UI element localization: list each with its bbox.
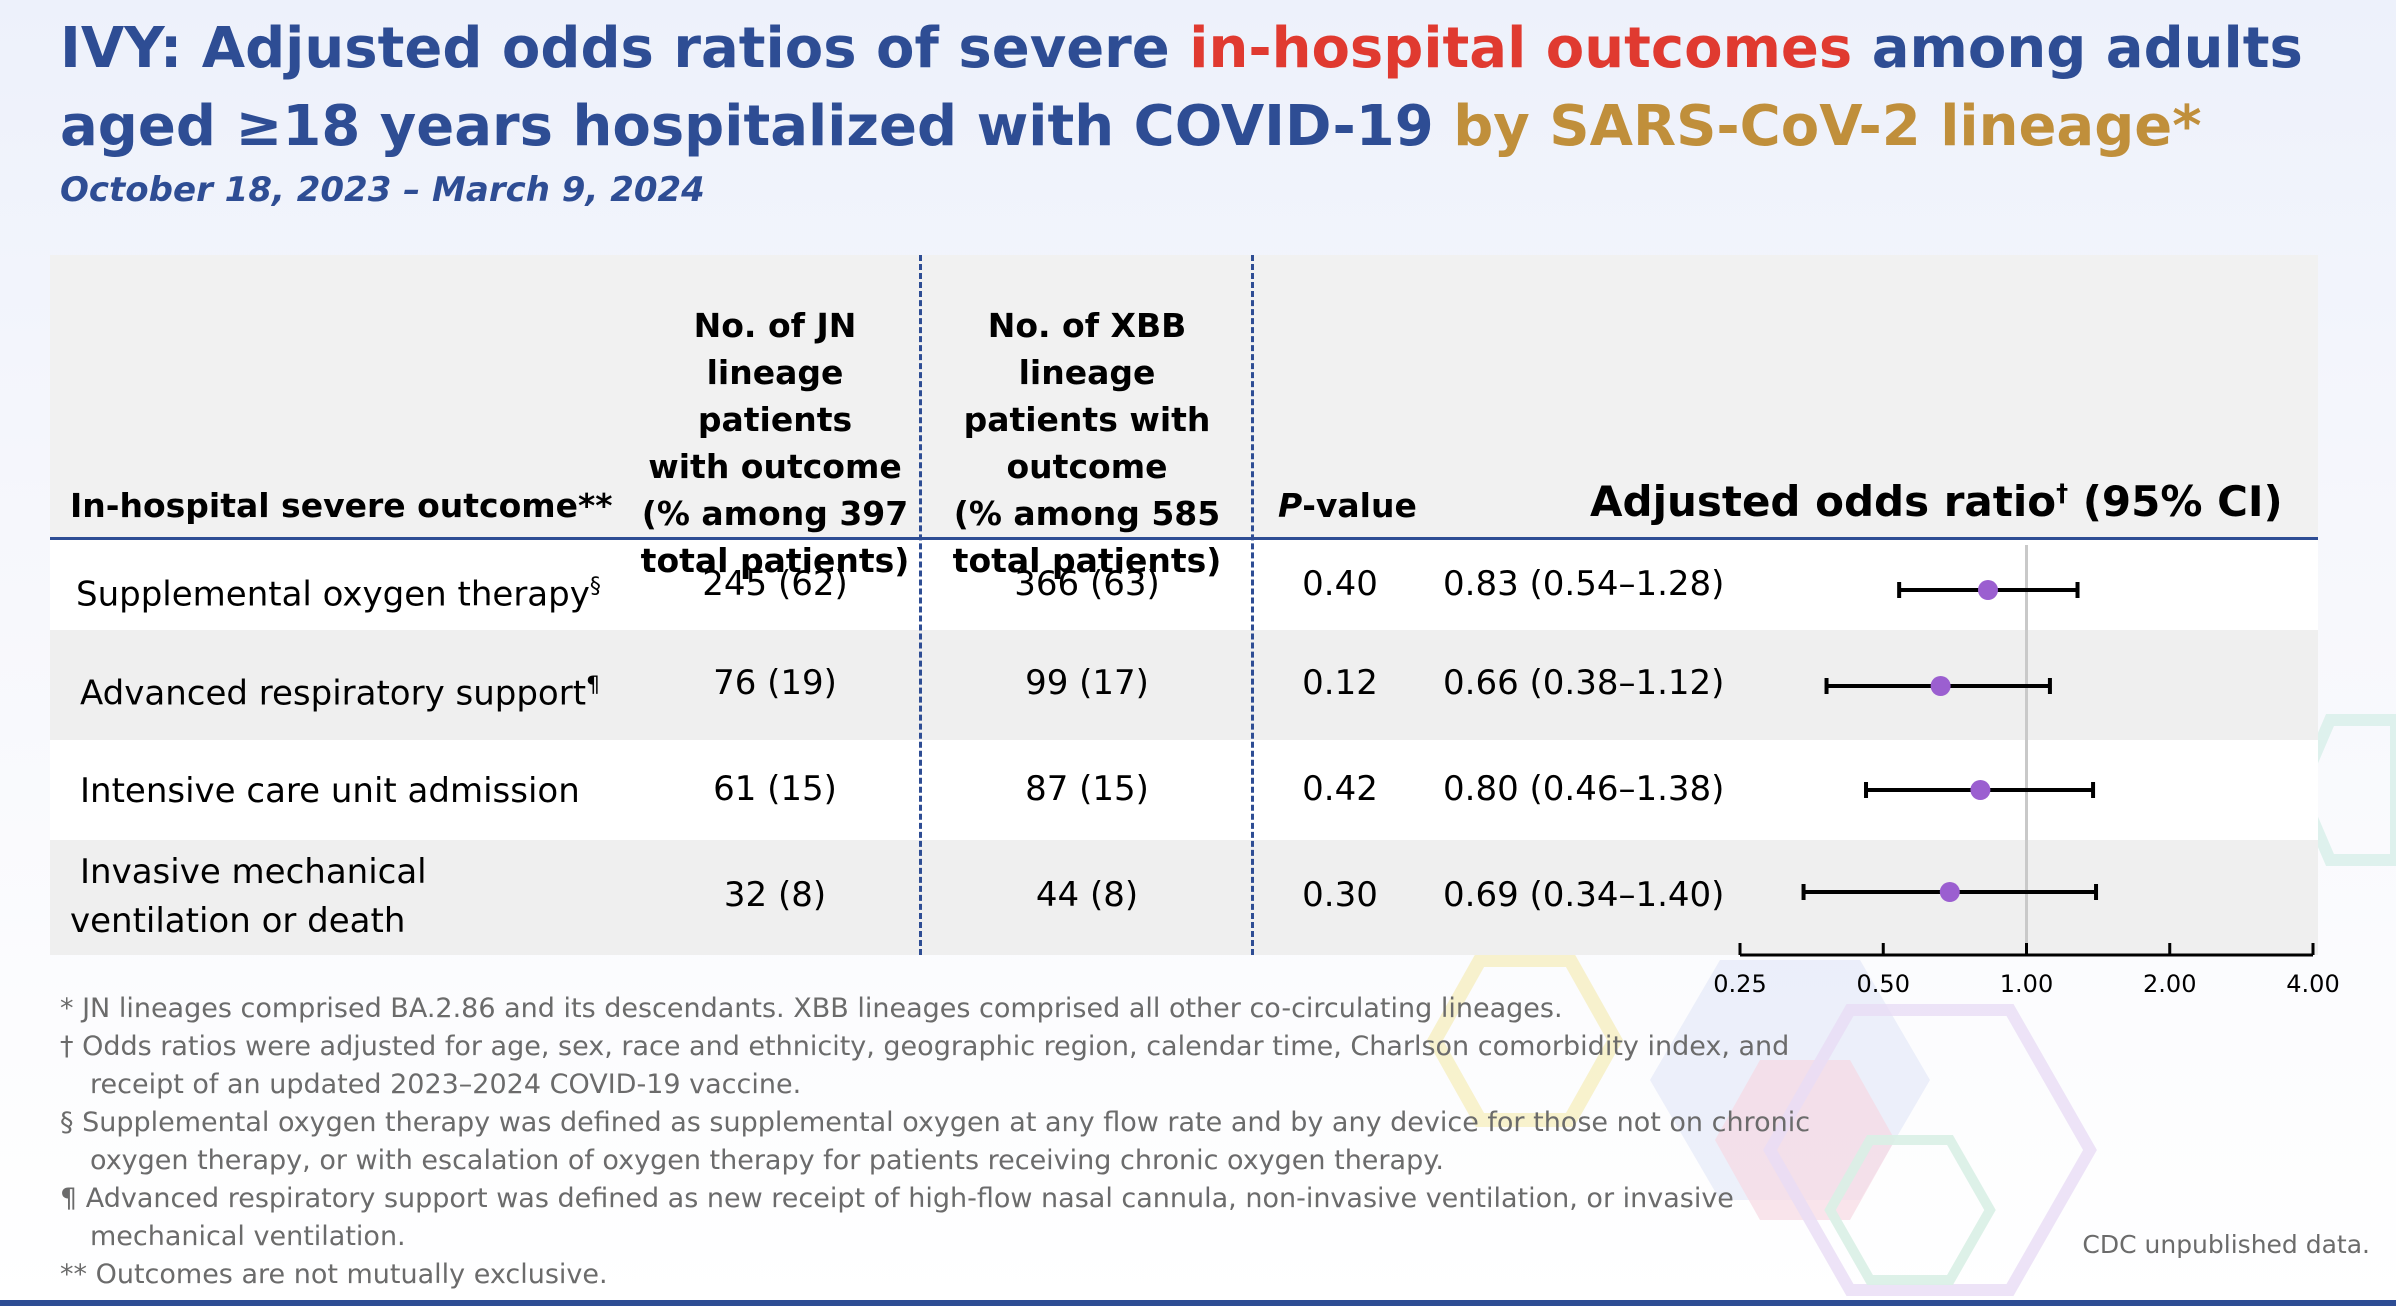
footnote-oxygen-cont: oxygen therapy, or with escalation of ox…: [90, 1145, 1444, 1176]
jn-count-cell: 32 (8): [723, 875, 827, 915]
header-xbb-line: total patients): [952, 541, 1222, 580]
outcome-text-line-1: Invasive mechanical: [80, 852, 427, 892]
outcome-text: Advanced respiratory support: [80, 673, 587, 714]
header-xbb-line: No. of XBB lineage: [987, 306, 1187, 392]
outcome-footnote-mark: §: [589, 574, 601, 599]
page-title: IVY: Adjusted odds ratios of severe in-h…: [60, 10, 2360, 166]
outcome-text-line-2: ventilation or death: [70, 901, 406, 941]
x-axis-tick-label: 0.50: [1857, 970, 1910, 998]
row-band-4: [50, 840, 2318, 955]
outcome-footnote-mark: ¶: [586, 673, 601, 698]
bottom-bar: [0, 1300, 2396, 1306]
xbb-count-cell: 99 (17): [1025, 663, 1149, 703]
header-xbb-line: outcome: [1006, 447, 1168, 486]
header-xbb-line: patients with: [963, 400, 1211, 439]
point-estimate: [1930, 676, 1951, 696]
column-divider-1: [919, 255, 922, 955]
p-value-cell: 0.40: [1302, 564, 1378, 604]
footnote-adjustment: † Odds ratios were adjusted for age, sex…: [60, 1031, 1790, 1062]
data-source-credit: CDC unpublished data.: [2082, 1230, 2370, 1259]
column-divider-2: [1251, 255, 1254, 955]
header-p-italic: P: [1278, 486, 1303, 525]
footnote-respiratory-cont: mechanical ventilation.: [90, 1221, 406, 1252]
header-jn-line: (% among 397: [641, 494, 909, 533]
aor-ci-text: 0.66 (0.38–1.12): [1443, 663, 1725, 703]
x-axis-tick-label: 1.00: [2000, 970, 2053, 998]
header-jn-line: with outcome: [648, 447, 902, 486]
header-p-value: P-value: [1278, 482, 1417, 529]
header-jn-count: No. of JN lineage patients with outcome …: [630, 302, 920, 584]
outcome-label: Advanced respiratory support¶: [80, 661, 600, 718]
x-axis-tick-label: 0.25: [1713, 970, 1766, 998]
point-estimate: [1970, 780, 1991, 800]
p-value-cell: 0.30: [1302, 875, 1378, 915]
header-adjusted-odds-ratio: Adjusted odds ratio† (95% CI): [1590, 470, 2283, 525]
outcome-text: Supplemental oxygen therapy: [76, 574, 590, 615]
header-jn-line: lineage patients: [697, 353, 853, 439]
outcome-label: Intensive care unit admission: [80, 767, 580, 816]
p-value-cell: 0.42: [1302, 769, 1378, 809]
title-part-1: IVY: Adjusted odds ratios of severe: [60, 16, 1190, 81]
x-axis-tick-label: 2.00: [2143, 970, 2196, 998]
header-xbb-count: No. of XBB lineage patients with outcome…: [925, 302, 1249, 584]
xbb-count-cell: 366 (63): [1014, 564, 1160, 604]
title-part-4: by SARS-CoV-2 lineage*: [1453, 94, 2202, 159]
footnotes: * JN lineages comprised BA.2.86 and its …: [60, 990, 1811, 1294]
outcome-label: Supplemental oxygen therapy§: [76, 562, 601, 619]
header-rule: [50, 537, 2318, 540]
x-axis-tick-label: 4.00: [2286, 970, 2339, 998]
header-jn-line: total patients): [640, 541, 910, 580]
header-xbb-line: (% among 585: [953, 494, 1221, 533]
title-part-2: in-hospital outcomes: [1189, 16, 1853, 81]
outcome-label: Invasive mechanical ventilation or death: [70, 848, 427, 946]
aor-ci-text: 0.80 (0.46–1.38): [1443, 769, 1725, 809]
footnote-not-exclusive: ** Outcomes are not mutually exclusive.: [60, 1259, 608, 1290]
jn-count-cell: 76 (19): [713, 663, 837, 703]
row-band-1: [50, 540, 2318, 630]
xbb-count-cell: 44 (8): [1035, 875, 1139, 915]
header-aor-dagger: †: [2056, 479, 2069, 507]
header-aor-tail: (95% CI): [2068, 477, 2283, 526]
footnote-respiratory: ¶ Advanced respiratory support was defin…: [60, 1183, 1734, 1214]
title-part-3: among adults aged ≥18 years hospitalized…: [60, 16, 2303, 159]
point-estimate: [1939, 882, 1960, 902]
footnote-oxygen: § Supplemental oxygen therapy was define…: [60, 1107, 1811, 1138]
header-outcome: In-hospital severe outcome**: [70, 486, 613, 525]
aor-ci-text: 0.69 (0.34–1.40): [1443, 875, 1725, 915]
p-value-cell: 0.12: [1302, 663, 1378, 703]
header-jn-line: No. of JN: [693, 306, 857, 345]
footnote-adjustment-cont: receipt of an updated 2023–2024 COVID-19…: [90, 1069, 802, 1100]
jn-count-cell: 61 (15): [713, 769, 837, 809]
xbb-count-cell: 87 (15): [1025, 769, 1149, 809]
point-estimate: [1977, 580, 1998, 600]
aor-ci-text: 0.83 (0.54–1.28): [1443, 564, 1725, 604]
footnote-lineages: * JN lineages comprised BA.2.86 and its …: [60, 993, 1563, 1024]
outcome-text: Intensive care unit admission: [80, 771, 580, 811]
jn-count-cell: 245 (62): [702, 564, 848, 604]
header-p-rest: -value: [1302, 486, 1417, 525]
header-aor-main: Adjusted odds ratio: [1590, 477, 2057, 526]
date-range-subtitle: October 18, 2023 – March 9, 2024: [60, 170, 705, 210]
